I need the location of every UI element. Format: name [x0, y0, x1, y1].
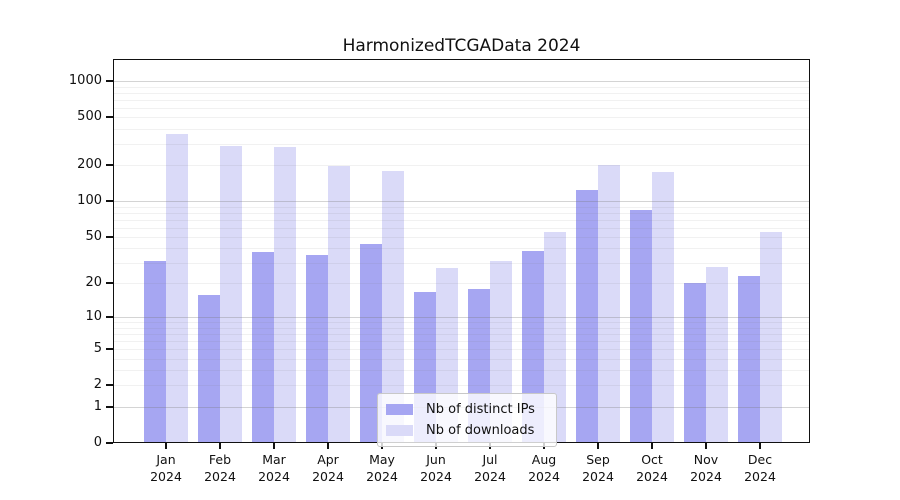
bar-feb-downloads — [220, 145, 242, 443]
bar-sep-downloads — [598, 165, 620, 443]
y-axis-tick-label: 5 — [93, 341, 102, 357]
x-axis-tick-label: Oct 2024 — [636, 452, 668, 484]
bar-oct-downloads — [652, 172, 674, 443]
gridline-minor — [113, 385, 810, 387]
gridline-minor — [113, 86, 810, 88]
gridline-minor — [113, 263, 810, 265]
bar-may-downloads — [382, 170, 404, 443]
y-axis-tick — [106, 384, 113, 387]
gridline-minor — [113, 322, 810, 324]
y-axis-tick — [106, 116, 113, 119]
bar-oct-distinct-ips — [630, 210, 652, 443]
y-axis-tick-label: 500 — [77, 109, 102, 125]
gridline-major — [113, 317, 810, 319]
bar-mar-distinct-ips — [252, 252, 274, 443]
y-axis-tick-label: 20 — [85, 275, 102, 291]
y-axis-tick — [106, 200, 113, 203]
gridline-minor — [113, 206, 810, 208]
x-axis-tick — [651, 443, 653, 449]
gridline-minor — [113, 236, 810, 238]
bar-sep-distinct-ips — [576, 189, 598, 443]
bar-apr-downloads — [328, 166, 350, 443]
y-axis-tick — [106, 442, 113, 444]
legend-label-downloads: Nb of downloads — [426, 423, 535, 438]
y-axis-tick-label: 0 — [93, 435, 102, 450]
x-axis-tick-label: Dec 2024 — [744, 452, 776, 484]
gridline-major — [113, 201, 810, 203]
x-axis-tick-label: Jul 2024 — [474, 452, 506, 484]
y-axis-tick-label: 2 — [93, 377, 102, 393]
gridline-minor — [113, 107, 810, 109]
y-axis-tick — [106, 164, 113, 167]
x-axis-tick-label: Aug 2024 — [528, 452, 560, 484]
chart-title: HarmonizedTCGAData 2024 — [342, 36, 581, 56]
legend-swatch-downloads — [386, 425, 413, 436]
bar-nov-distinct-ips — [684, 283, 706, 443]
y-axis-tick-label: 1 — [93, 398, 102, 414]
gridline-minor — [113, 165, 810, 167]
x-axis-tick — [165, 443, 167, 449]
y-axis-tick — [106, 316, 113, 319]
x-axis-tick — [597, 443, 599, 449]
bar-feb-distinct-ips — [198, 294, 220, 443]
y-axis-tick — [106, 235, 113, 238]
x-axis-tick-label: Jan 2024 — [150, 452, 182, 484]
gridline-minor — [113, 349, 810, 351]
x-axis-tick — [705, 443, 707, 449]
gridline-major — [113, 81, 810, 82]
bar-nov-downloads — [706, 266, 728, 443]
bar-apr-distinct-ips — [306, 255, 328, 443]
x-axis-tick-label: Sep 2024 — [582, 452, 614, 484]
gridline-minor — [113, 358, 810, 360]
y-axis-tick-label: 1000 — [68, 73, 102, 88]
gridline-minor — [113, 370, 810, 372]
y-axis-tick — [106, 80, 113, 82]
x-axis-tick-label: Apr 2024 — [312, 452, 344, 484]
bar-dec-downloads — [760, 232, 782, 443]
y-axis-tick — [106, 282, 113, 285]
x-axis-tick-label: Mar 2024 — [258, 452, 290, 484]
legend: Nb of distinct IPs Nb of downloads — [377, 393, 557, 447]
legend-swatch-distinct-ips — [386, 404, 413, 415]
legend-item-distinct-ips: Nb of distinct IPs — [386, 399, 548, 420]
gridline-minor — [113, 341, 810, 343]
gridline-minor — [113, 334, 810, 336]
gridline-minor — [113, 327, 810, 329]
legend-label-distinct-ips: Nb of distinct IPs — [426, 402, 535, 417]
gridline-minor — [113, 227, 810, 229]
gridline-minor — [113, 128, 810, 130]
x-axis-tick — [327, 443, 329, 449]
x-axis-tick-label: May 2024 — [366, 452, 398, 484]
gridline-minor — [113, 283, 810, 285]
x-axis-tick-label: Jun 2024 — [420, 452, 452, 484]
bar-aug-downloads — [544, 232, 566, 443]
x-axis-tick-label: Feb 2024 — [204, 452, 236, 484]
gridline-minor — [113, 212, 810, 214]
gridline-minor — [113, 92, 810, 94]
x-axis-tick — [759, 443, 761, 449]
gridline-minor — [113, 99, 810, 101]
y-axis-tick — [106, 348, 113, 351]
bar-mar-downloads — [274, 146, 296, 443]
gridline-minor — [113, 219, 810, 221]
bar-may-distinct-ips — [360, 243, 382, 443]
y-axis-tick-label: 100 — [77, 193, 102, 209]
bar-jan-distinct-ips — [144, 261, 166, 443]
x-axis-tick-label: Nov 2024 — [690, 452, 722, 484]
y-axis-tick-label: 10 — [85, 309, 102, 325]
x-axis-tick — [273, 443, 275, 449]
bar-jan-downloads — [166, 134, 188, 443]
y-axis-tick-label: 200 — [77, 157, 102, 173]
gridline-minor — [113, 248, 810, 250]
bar-dec-distinct-ips — [738, 276, 760, 443]
legend-item-downloads: Nb of downloads — [386, 420, 548, 441]
y-axis-tick-label: 50 — [85, 228, 102, 244]
y-axis-tick — [106, 405, 113, 408]
x-axis-tick — [219, 443, 221, 449]
gridline-minor — [113, 117, 810, 119]
plot-area — [113, 59, 810, 443]
gridline-minor — [113, 143, 810, 145]
